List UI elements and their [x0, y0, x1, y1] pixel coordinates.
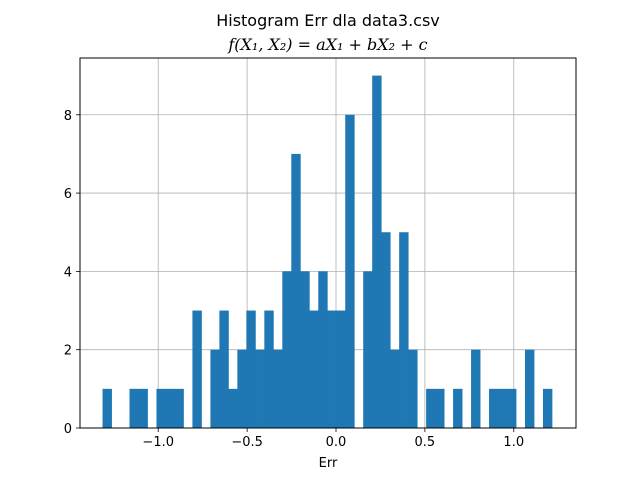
histogram-bar [264, 310, 274, 428]
plot-frame [79, 57, 577, 429]
x-tick-label: 1.0 [503, 435, 524, 450]
x-tick-label: −1.0 [142, 435, 174, 450]
histogram-bar [282, 271, 292, 428]
x-tick-label: 0.5 [415, 435, 436, 450]
x-tick-label: −0.5 [231, 435, 263, 450]
histogram-bar [507, 388, 517, 428]
histogram-bar [381, 232, 391, 428]
histogram-bar [246, 310, 256, 428]
histogram-bar [345, 114, 355, 428]
histogram-bar [219, 310, 229, 428]
histogram-bar [318, 271, 328, 428]
x-tick-label: 0.0 [326, 435, 347, 450]
histogram-bar [102, 388, 112, 428]
y-tick-label: 6 [64, 187, 72, 202]
histogram-bar [228, 388, 238, 428]
y-tick-label: 2 [64, 344, 72, 359]
histogram-bar [408, 349, 418, 428]
histogram-bar [291, 153, 301, 429]
histogram-bar [237, 349, 247, 428]
histogram-bar [300, 271, 310, 428]
histogram-bar [336, 310, 346, 428]
histogram-bar [156, 388, 166, 428]
histogram-bar [273, 349, 283, 428]
histogram-bar [165, 388, 175, 428]
histogram-bar [309, 310, 319, 428]
histogram-bar [524, 349, 535, 428]
x-axis-ticks: −1.0 −0.5 0.0 0.5 1.0 [142, 428, 524, 450]
y-axis-ticks: 0 2 4 6 8 [64, 109, 80, 437]
histogram-bar [174, 388, 184, 428]
histogram-bar [453, 388, 463, 428]
histogram-bar [390, 349, 400, 428]
histogram-bar [372, 75, 382, 428]
histogram-bar [542, 388, 553, 428]
chart-subtitle: f(X₁, X₂) = aX₁ + bX₂ + c [227, 35, 427, 54]
y-tick-label: 4 [64, 265, 72, 280]
histogram-bar [426, 388, 436, 428]
histogram-bars [102, 75, 553, 429]
y-tick-label: 0 [64, 422, 72, 437]
histogram-bar [327, 310, 337, 428]
histogram-bar [435, 388, 445, 428]
histogram-bar [138, 388, 148, 428]
histogram-bar [399, 232, 409, 428]
histogram-bar [471, 349, 481, 428]
histogram-bar [489, 388, 499, 428]
chart-title: Histogram Err dla data3.csv [216, 11, 440, 30]
y-tick-label: 8 [64, 109, 72, 124]
histogram-bar [498, 388, 508, 428]
histogram-bar [129, 388, 139, 428]
histogram-bar [255, 349, 265, 428]
histogram-bar [192, 310, 202, 428]
x-axis-label: Err [319, 456, 338, 471]
histogram-bar [210, 349, 220, 428]
histogram-bar [363, 271, 373, 428]
